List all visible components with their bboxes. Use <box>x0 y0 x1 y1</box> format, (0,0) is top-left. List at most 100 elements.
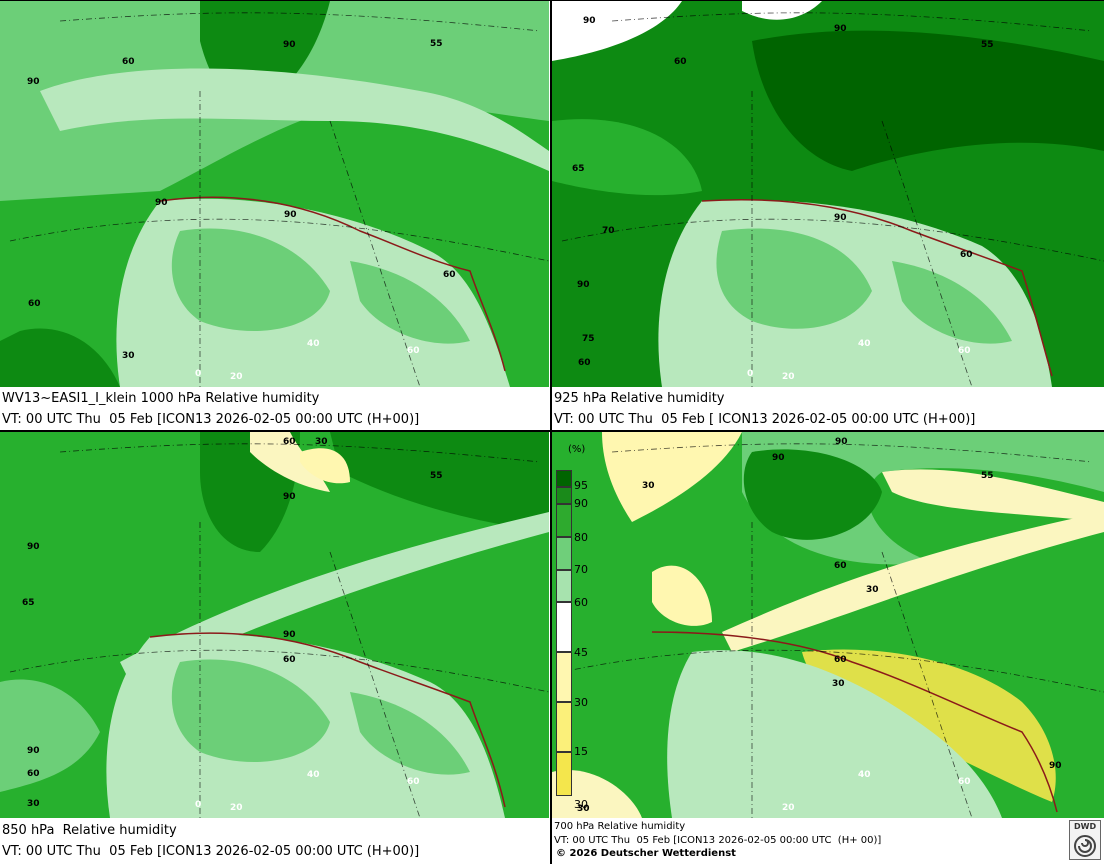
contour-label: 20 <box>782 803 795 813</box>
contour-label: 60 <box>674 57 687 67</box>
contour-label: 20 <box>782 372 795 382</box>
contour-label: 30 <box>642 481 655 491</box>
contour-label: 20 <box>230 803 243 813</box>
caption-850hpa: 850 hPa Relative humidity VT: 00 UTC Thu… <box>0 820 549 862</box>
contour-label: 90 <box>27 746 40 756</box>
valid-time: VT: 00 UTC Thu 05 Feb [ICON13 2026-02-05… <box>2 844 420 859</box>
contour-label: 60 <box>834 561 847 571</box>
spiral-icon <box>1074 835 1096 857</box>
colorbar-swatch <box>556 537 572 570</box>
top-border <box>0 0 1104 1</box>
colorbar-tick: 15 <box>574 745 588 758</box>
contour-label: 30 <box>866 585 879 595</box>
dwd-logo-text: DWD <box>1074 822 1097 831</box>
contour-label: 60 <box>958 777 971 787</box>
panel-title: 850 hPa Relative humidity <box>2 823 177 838</box>
colorbar-swatch <box>556 487 572 504</box>
contour-label: 90 <box>772 453 785 463</box>
valid-time: VT: 00 UTC Thu 05 Feb [ ICON13 2026-02-0… <box>554 412 976 427</box>
contour-label: 30 <box>832 679 845 689</box>
contour-label: 60 <box>578 358 591 368</box>
contour-label: 90 <box>583 16 596 26</box>
contour-label: 90 <box>834 213 847 223</box>
contour-label: 90 <box>834 24 847 34</box>
map-panel-850hpa: 60 30 55 90 90 65 90 60 90 60 40 60 30 0… <box>0 432 549 818</box>
contour-label: 40 <box>307 770 320 780</box>
contour-label: 65 <box>22 598 35 608</box>
humidity-map-700hpa: 90 30 90 55 60 30 60 30 40 60 90 30 20 <box>552 432 1104 818</box>
contour-label: 60 <box>407 346 420 356</box>
contour-label: 40 <box>858 770 871 780</box>
contour-label: 30 <box>27 799 40 809</box>
humidity-map-850hpa: 60 30 55 90 90 65 90 60 90 60 40 60 30 0… <box>0 432 549 818</box>
dwd-logo: DWD <box>1069 820 1101 860</box>
contour-label: 60 <box>283 655 296 665</box>
contour-label: 60 <box>960 250 973 260</box>
contour-label: 90 <box>27 542 40 552</box>
contour-label: 30 <box>577 804 590 814</box>
colorbar-tick: 30 <box>574 696 588 709</box>
caption-1000hpa: WV13~EASI1_I_klein 1000 hPa Relative hum… <box>0 388 549 430</box>
valid-time: VT: 00 UTC Thu 05 Feb [ICON13 2026-02-05… <box>554 835 882 846</box>
colorbar-swatch <box>556 702 572 752</box>
contour-label: 30 <box>315 437 328 447</box>
caption-700hpa: 700 hPa Relative humidity VT: 00 UTC Thu… <box>552 820 1062 848</box>
valid-time: VT: 00 UTC Thu 05 Feb [ICON13 2026-02-05… <box>2 412 420 427</box>
colorbar-swatch <box>556 652 572 702</box>
contour-label: 55 <box>430 471 443 481</box>
contour-label: 60 <box>283 437 296 447</box>
contour-label: 0 <box>195 800 201 810</box>
contour-label: 60 <box>407 777 420 787</box>
colorbar-unit: (%) <box>568 444 586 455</box>
humidity-colorbar: (%) 95 90 80 70 60 45 30 15 30 <box>556 442 600 812</box>
colorbar-tick: 70 <box>574 563 588 576</box>
contour-label: 65 <box>572 164 585 174</box>
contour-label: 30 <box>122 351 135 361</box>
contour-label: 40 <box>858 339 871 349</box>
contour-label: 20 <box>230 372 243 382</box>
contour-label: 60 <box>958 346 971 356</box>
humidity-map-925hpa: 90 90 55 60 65 70 90 90 60 40 60 75 60 0… <box>552 1 1104 387</box>
contour-label: 60 <box>122 57 135 67</box>
contour-label: 90 <box>283 492 296 502</box>
colorbar-swatch <box>556 504 572 537</box>
contour-label: 55 <box>981 471 994 481</box>
map-panel-1000hpa: 90 55 60 90 90 90 60 60 40 60 30 0 20 <box>0 1 549 387</box>
colorbar-swatch <box>556 570 572 602</box>
colorbar-tick: 60 <box>574 596 588 609</box>
panel-divider-horizontal <box>0 430 1104 432</box>
contour-label: 90 <box>577 280 590 290</box>
colorbar-swatch <box>556 602 572 652</box>
contour-label: 0 <box>747 369 753 379</box>
contour-label: 70 <box>602 226 615 236</box>
caption-925hpa: 925 hPa Relative humidity VT: 00 UTC Thu… <box>552 388 1104 430</box>
colorbar-swatch <box>556 752 572 796</box>
contour-label: 90 <box>1049 761 1062 771</box>
contour-label: 90 <box>835 437 848 447</box>
contour-label: 55 <box>430 39 443 49</box>
contour-label: 60 <box>834 655 847 665</box>
colorbar-tick: 80 <box>574 531 588 544</box>
contour-label: 90 <box>283 630 296 640</box>
colorbar-tick: 30 <box>574 798 588 811</box>
map-panel-925hpa: 90 90 55 60 65 70 90 90 60 40 60 75 60 0… <box>552 1 1104 387</box>
contour-label: 90 <box>284 210 297 220</box>
contour-label: 0 <box>195 369 201 379</box>
panel-title: 925 hPa Relative humidity <box>554 391 725 406</box>
contour-label: 90 <box>155 198 168 208</box>
colorbar-swatch <box>556 470 572 487</box>
contour-label: 60 <box>28 299 41 309</box>
panel-title: 700 hPa Relative humidity <box>554 821 686 832</box>
contour-label: 60 <box>27 769 40 779</box>
contour-label: 60 <box>443 270 456 280</box>
copyright-notice: © 2026 Deutscher Wetterdienst <box>556 848 736 859</box>
contour-label: 90 <box>283 40 296 50</box>
contour-label: 90 <box>27 77 40 87</box>
contour-label: 40 <box>307 339 320 349</box>
colorbar-tick: 95 <box>574 479 588 492</box>
map-panel-700hpa: 90 30 90 55 60 30 60 30 40 60 90 30 20 <box>552 432 1104 818</box>
panel-divider-vertical <box>550 0 552 864</box>
colorbar-tick: 90 <box>574 497 588 510</box>
colorbar-tick: 45 <box>574 646 588 659</box>
panel-title: WV13~EASI1_I_klein 1000 hPa Relative hum… <box>2 391 320 406</box>
